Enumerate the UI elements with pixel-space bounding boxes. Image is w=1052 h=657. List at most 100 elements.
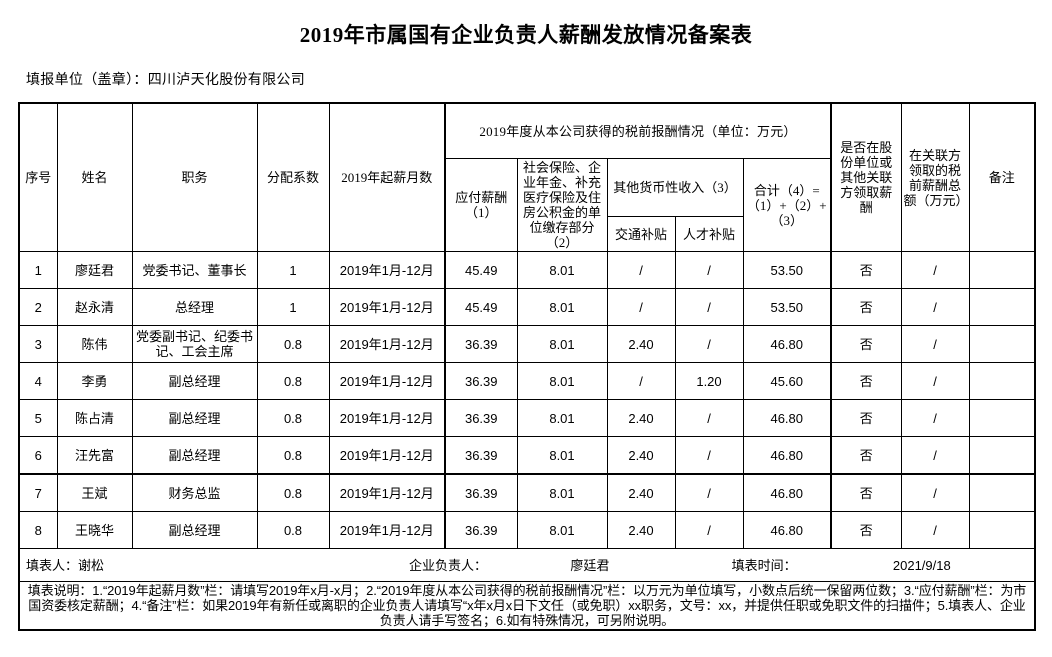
cell-affiliate-amount: / xyxy=(900,288,970,326)
header-seq: 序号 xyxy=(18,102,58,252)
cell-coefficient: 0.8 xyxy=(256,325,330,363)
cell-seq: 7 xyxy=(18,473,58,512)
cell-coefficient: 0.8 xyxy=(256,399,330,437)
cell-affiliate-paid: 否 xyxy=(830,325,902,363)
cell-insurance: 8.01 xyxy=(516,399,608,437)
reporting-unit-line: 填报单位（盖章）：四川泸天化股份有限公司 xyxy=(26,73,305,88)
header-position: 职务 xyxy=(131,102,258,252)
cell-remark xyxy=(968,325,1036,363)
cell-position: 党委副书记、纪委书记、工会主席 xyxy=(131,325,258,363)
cell-transport-subsidy: 2.40 xyxy=(606,325,676,363)
cell-seq: 5 xyxy=(18,399,58,437)
cell-talent-subsidy: / xyxy=(674,288,744,326)
cell-seq: 4 xyxy=(18,362,58,400)
header-name: 姓名 xyxy=(56,102,133,252)
page-title: 2019年市属国有企业负责人薪酬发放情况备案表 xyxy=(299,23,753,47)
cell-total: 46.80 xyxy=(742,399,832,437)
cell-talent-subsidy: / xyxy=(674,511,744,549)
table-row: 4 李勇 副总经理 0.8 2019年1月-12月 36.39 8.01 / 1… xyxy=(18,362,1036,400)
cell-coefficient: 0.8 xyxy=(256,473,330,512)
cell-total: 53.50 xyxy=(742,251,832,289)
cell-affiliate-amount: / xyxy=(900,251,970,289)
cell-name: 陈伟 xyxy=(56,325,133,363)
cell-affiliate-amount: / xyxy=(900,511,970,549)
header-affiliate-paid: 是否在股份单位或其他关联方领取薪酬 xyxy=(830,102,902,252)
cell-talent-subsidy: / xyxy=(674,399,744,437)
cell-position: 副总经理 xyxy=(131,511,258,549)
header-row-1: 序号 姓名 职务 分配系数 2019年起薪月数 2019年度从本公司获得的税前报… xyxy=(18,102,1036,252)
cell-months: 2019年1月-12月 xyxy=(328,325,446,363)
cell-insurance: 8.01 xyxy=(516,362,608,400)
header-coefficient: 分配系数 xyxy=(256,102,330,252)
cell-insurance: 8.01 xyxy=(516,325,608,363)
cell-insurance: 8.01 xyxy=(516,473,608,512)
cell-months: 2019年1月-12月 xyxy=(328,399,446,437)
header-group-pretax: 2019年度从本公司获得的税前报酬情况（单位：万元） xyxy=(444,102,832,159)
cell-total: 46.80 xyxy=(742,325,832,363)
cell-affiliate-paid: 否 xyxy=(830,288,902,326)
header-transport-subsidy: 交通补贴 xyxy=(606,216,676,252)
table-row: 8 王晓华 副总经理 0.8 2019年1月-12月 36.39 8.01 2.… xyxy=(18,511,1036,549)
cell-remark xyxy=(968,362,1036,400)
table-body: 1 廖廷君 党委书记、董事长 1 2019年1月-12月 45.49 8.01 … xyxy=(18,251,1036,631)
table-row: 2 赵永清 总经理 1 2019年1月-12月 45.49 8.01 / / 5… xyxy=(18,288,1036,326)
cell-remark xyxy=(968,288,1036,326)
cell-position: 副总经理 xyxy=(131,436,258,475)
cell-position: 副总经理 xyxy=(131,399,258,437)
cell-name: 李勇 xyxy=(56,362,133,400)
cell-position: 总经理 xyxy=(131,288,258,326)
cell-coefficient: 0.8 xyxy=(256,436,330,475)
cell-months: 2019年1月-12月 xyxy=(328,473,446,512)
cell-name: 汪先富 xyxy=(56,436,133,475)
cell-talent-subsidy: / xyxy=(674,473,744,512)
cell-position: 副总经理 xyxy=(131,362,258,400)
cell-affiliate-paid: 否 xyxy=(830,362,902,400)
cell-total: 46.80 xyxy=(742,473,832,512)
date-label: 填表时间： xyxy=(731,557,797,573)
cell-affiliate-paid: 否 xyxy=(830,251,902,289)
cell-seq: 6 xyxy=(18,436,58,475)
cell-total: 45.60 xyxy=(742,362,832,400)
cell-total: 53.50 xyxy=(742,288,832,326)
header-row-3: 交通补贴 人才补贴 xyxy=(19,216,1035,252)
cell-total: 46.80 xyxy=(742,436,832,475)
cell-remark xyxy=(968,473,1036,512)
cell-talent-subsidy: / xyxy=(674,251,744,289)
cell-transport-subsidy: 2.40 xyxy=(606,511,676,549)
cell-transport-subsidy: / xyxy=(606,362,676,400)
cell-months: 2019年1月-12月 xyxy=(328,436,446,475)
cell-transport-subsidy: / xyxy=(606,288,676,326)
cell-transport-subsidy: / xyxy=(606,251,676,289)
responsible-label: 企业负责人： xyxy=(409,557,488,573)
cell-months: 2019年1月-12月 xyxy=(328,251,446,289)
cell-affiliate-amount: / xyxy=(900,399,970,437)
cell-affiliate-paid: 否 xyxy=(830,473,902,512)
cell-months: 2019年1月-12月 xyxy=(328,511,446,549)
cell-seq: 1 xyxy=(18,251,58,289)
cell-name: 王斌 xyxy=(56,473,133,512)
cell-months: 2019年1月-12月 xyxy=(328,362,446,400)
cell-talent-subsidy: / xyxy=(674,325,744,363)
cell-seq: 2 xyxy=(18,288,58,326)
cell-affiliate-paid: 否 xyxy=(830,399,902,437)
cell-name: 廖廷君 xyxy=(56,251,133,289)
cell-transport-subsidy: 2.40 xyxy=(606,473,676,512)
cell-coefficient: 1 xyxy=(256,251,330,289)
preparer-label: 填表人：谢松 xyxy=(26,557,105,573)
cell-affiliate-paid: 否 xyxy=(830,511,902,549)
cell-transport-subsidy: 2.40 xyxy=(606,436,676,475)
cell-payable-salary: 36.39 xyxy=(444,362,518,400)
cell-payable-salary: 36.39 xyxy=(444,473,518,512)
cell-name: 王晓华 xyxy=(56,511,133,549)
cell-insurance: 8.01 xyxy=(516,436,608,475)
table-row: 1 廖廷君 党委书记、董事长 1 2019年1月-12月 45.49 8.01 … xyxy=(18,251,1036,289)
cell-transport-subsidy: 2.40 xyxy=(606,399,676,437)
table-row: 5 陈占清 副总经理 0.8 2019年1月-12月 36.39 8.01 2.… xyxy=(18,399,1036,437)
cell-remark xyxy=(968,511,1036,549)
header-affiliate-amount: 在关联方领取的税前薪酬总额（万元） xyxy=(900,102,970,252)
cell-payable-salary: 36.39 xyxy=(444,511,518,549)
cell-position: 财务总监 xyxy=(131,473,258,512)
cell-insurance: 8.01 xyxy=(516,288,608,326)
header-total: 合计（4）=（1）+（2）+（3） xyxy=(742,158,832,252)
